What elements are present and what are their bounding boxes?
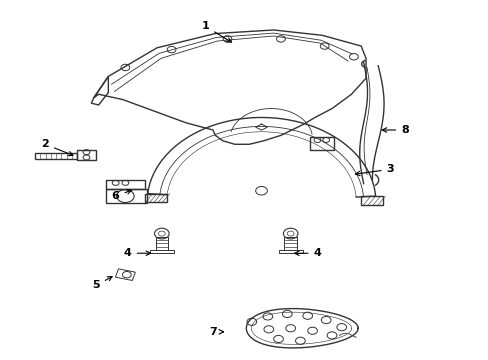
Text: 3: 3 bbox=[355, 164, 393, 176]
Bar bbox=[278, 249, 302, 253]
Text: 8: 8 bbox=[382, 125, 408, 135]
Text: 7: 7 bbox=[208, 327, 223, 337]
Bar bbox=[115, 269, 135, 280]
Text: 5: 5 bbox=[92, 276, 112, 291]
Bar bbox=[149, 249, 174, 253]
Text: 4: 4 bbox=[294, 248, 321, 258]
Text: 6: 6 bbox=[111, 190, 131, 201]
Text: 2: 2 bbox=[41, 139, 73, 156]
Text: 4: 4 bbox=[123, 248, 150, 258]
Text: 1: 1 bbox=[202, 21, 231, 42]
